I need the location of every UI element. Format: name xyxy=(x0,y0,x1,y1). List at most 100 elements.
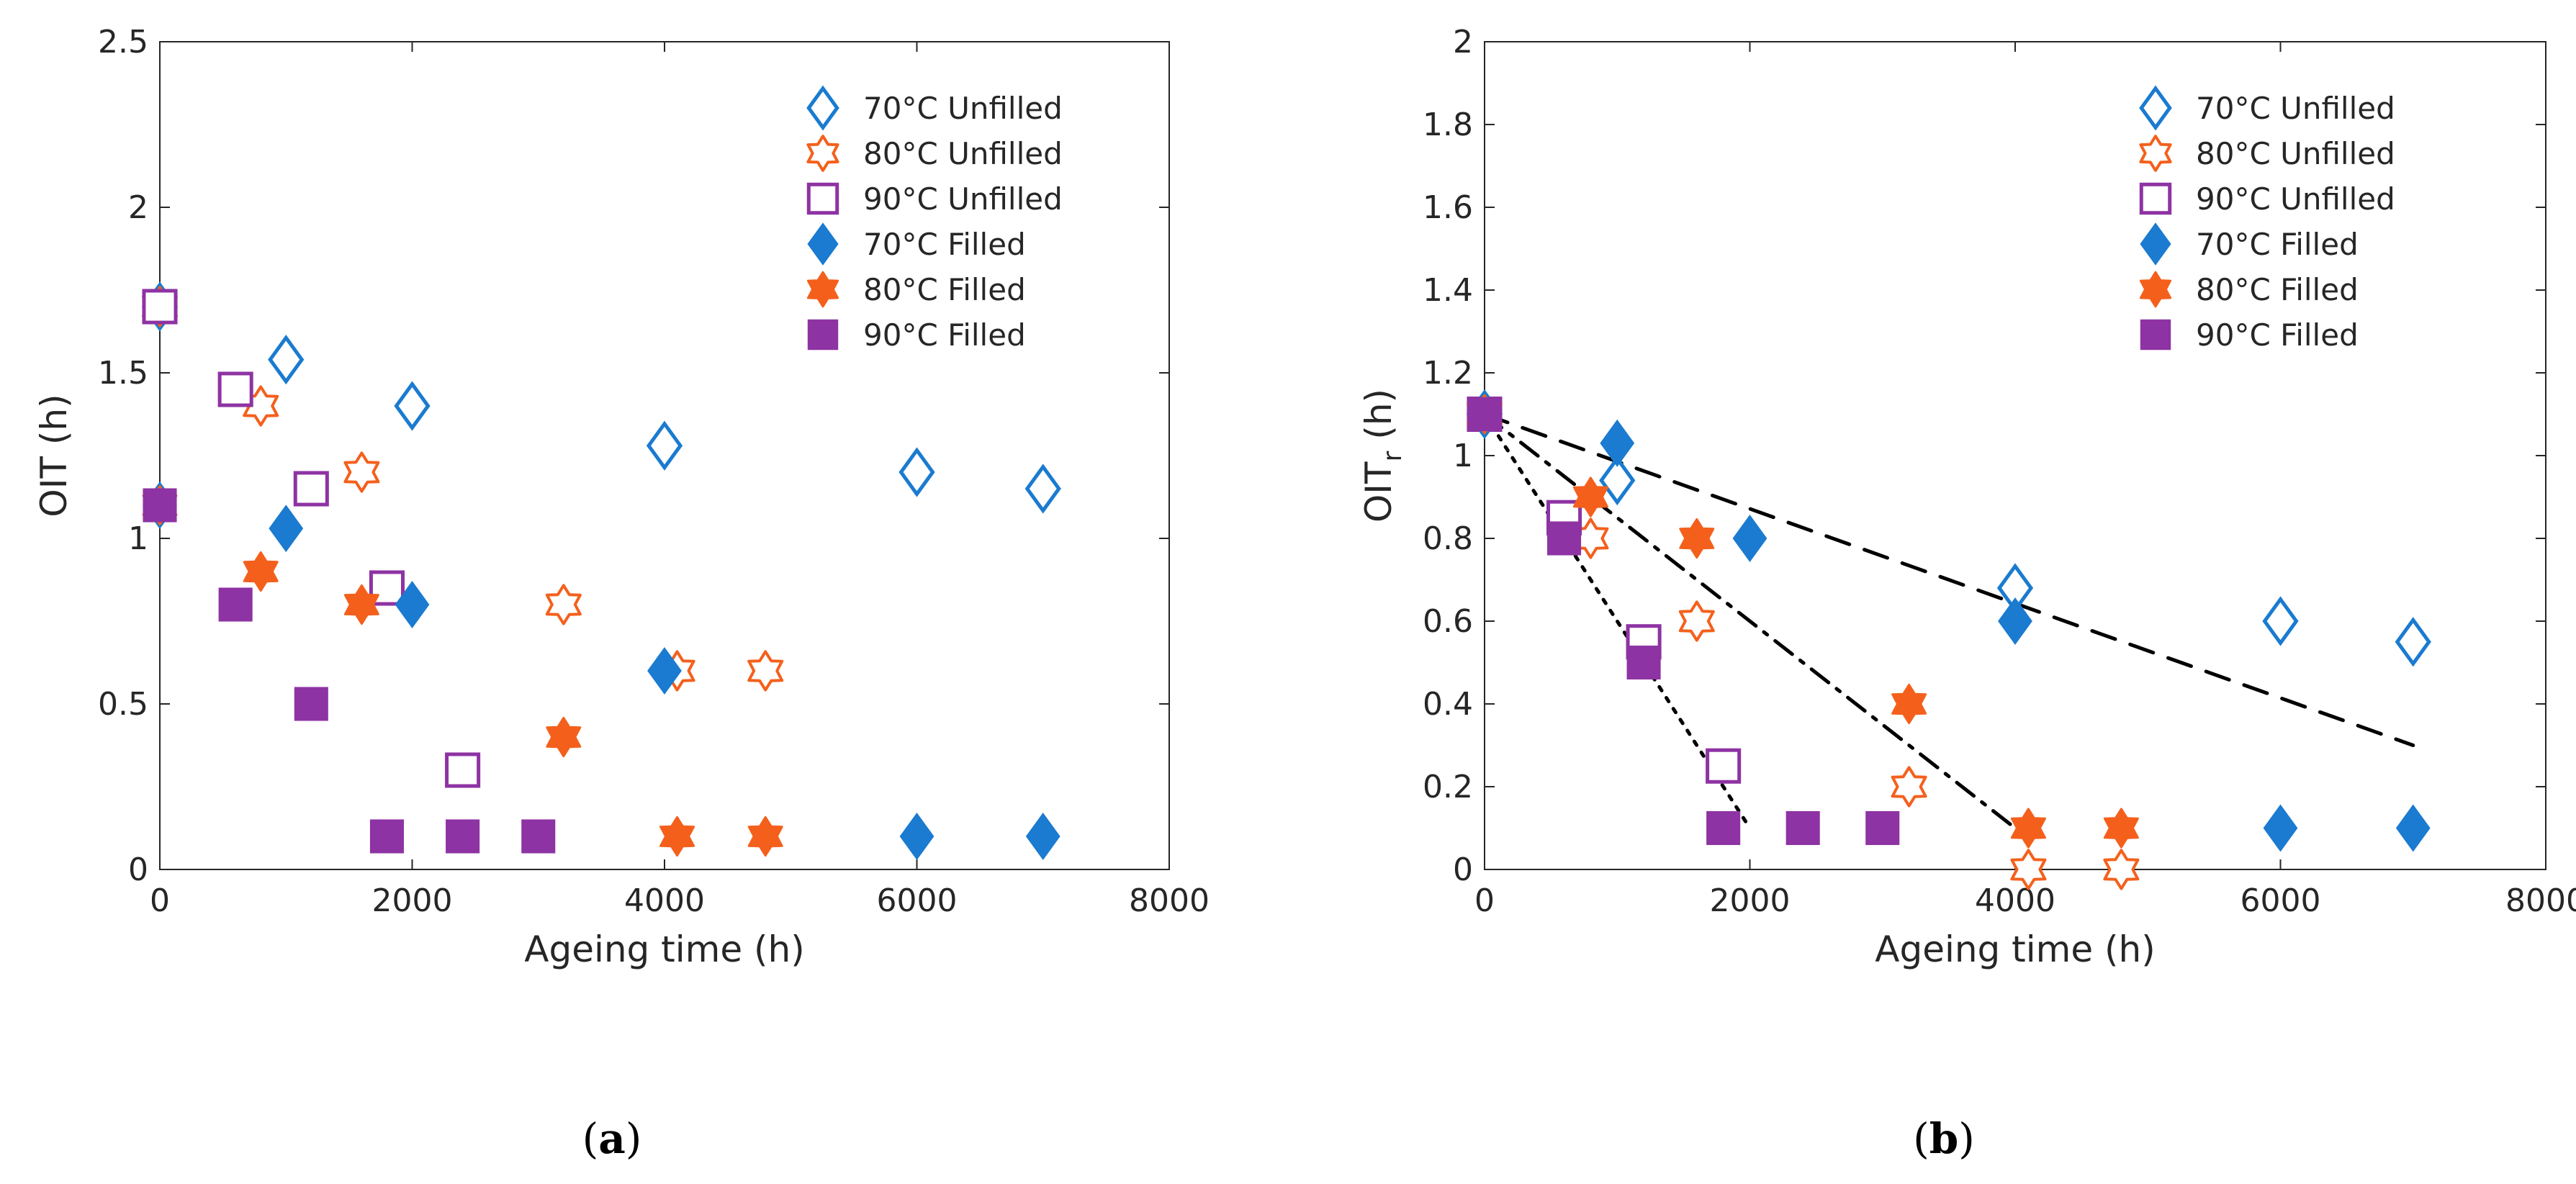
data-point xyxy=(2103,808,2139,849)
x-axis-label: Ageing time (h) xyxy=(1875,928,2155,970)
data-point xyxy=(1626,645,1661,680)
legend-marker-90c-unfilled xyxy=(806,182,839,215)
legend-marker-90c-filled xyxy=(807,319,839,351)
data-point xyxy=(143,488,177,523)
legend-label: 90°C Filled xyxy=(863,317,1026,353)
x-tick-label: 6000 xyxy=(2241,882,2321,919)
panel-caption: (a) xyxy=(582,1114,642,1163)
data-point xyxy=(2263,804,2298,852)
data-point xyxy=(218,587,253,622)
data-point xyxy=(1600,419,1635,467)
data-point xyxy=(1024,464,1061,514)
legend-marker-80c-unfilled xyxy=(2139,135,2172,172)
series-90c-unfilled xyxy=(142,289,481,788)
data-point xyxy=(1025,813,1060,860)
data-point xyxy=(1732,515,1767,562)
y-tick-label: 1 xyxy=(1453,438,1473,474)
data-point xyxy=(1599,455,1636,506)
legend-label: 70°C Filled xyxy=(2196,227,2359,262)
y-axis-label-suffix: (h) xyxy=(1358,389,1400,451)
data-point xyxy=(2010,808,2046,849)
data-point xyxy=(1706,748,1742,784)
data-point xyxy=(142,289,178,325)
data-point xyxy=(1998,597,2032,645)
data-point xyxy=(899,813,935,860)
data-point xyxy=(646,420,683,471)
data-point xyxy=(294,687,328,721)
data-point xyxy=(747,815,783,857)
legend-label: 90°C Filled xyxy=(2196,317,2359,353)
data-point xyxy=(521,819,556,854)
panel-b: 0 2000 4000 6000 8000 0 0.2 0.4 0.6 0.8 1 1.2 1.4 1.6… xyxy=(1358,24,2576,1163)
legend-marker-90c-filled xyxy=(2140,319,2171,351)
y-tick-label: 1.2 xyxy=(1423,355,1473,392)
y-tick-label: 1.4 xyxy=(1423,272,1473,309)
data-point xyxy=(1678,600,1715,642)
data-point xyxy=(1891,683,1927,725)
x-tick-label: 8000 xyxy=(1129,882,1210,919)
panel-a: 0 2000 4000 6000 8000 0 0.5 1 1.5 2 2.5 Ageing time… xyxy=(33,24,1210,1163)
data-point xyxy=(269,505,304,553)
data-point xyxy=(1572,476,1608,518)
y-tick-label: 1.5 xyxy=(98,355,148,392)
x-tick-label: 6000 xyxy=(877,882,958,919)
y-tick-label: 0.4 xyxy=(1423,686,1473,723)
data-point xyxy=(217,371,253,407)
series-70c-filled xyxy=(143,482,1060,860)
legend-label: 80°C Unfilled xyxy=(2196,136,2395,171)
y-axis-label: OITr (h) xyxy=(1358,389,1408,523)
x-tick-label: 2000 xyxy=(1710,882,1791,919)
panel-caption-letter: b xyxy=(1929,1114,1959,1163)
y-tick-label: 0.6 xyxy=(1423,603,1473,640)
y-tick-label: 1.8 xyxy=(1423,107,1473,143)
legend-marker-80c-filled xyxy=(2139,271,2172,308)
data-point xyxy=(293,471,329,507)
data-point xyxy=(343,451,380,493)
plot-area xyxy=(1484,41,2546,870)
y-tick-label: 2 xyxy=(128,189,148,226)
data-point xyxy=(243,551,279,592)
y-tick-label: 0.2 xyxy=(1423,769,1473,805)
x-tick-label: 8000 xyxy=(2505,882,2576,919)
legend-marker-70c-unfilled xyxy=(806,85,839,131)
x-tick-label: 4000 xyxy=(624,882,705,919)
data-point xyxy=(647,647,682,695)
legend-marker-70c-filled xyxy=(2140,222,2171,266)
data-point xyxy=(545,584,582,625)
data-point xyxy=(2262,596,2299,646)
series-90c-filled xyxy=(143,488,556,854)
y-tick-label: 0.8 xyxy=(1423,520,1473,557)
data-point xyxy=(1865,810,1900,846)
y-axis-label: OIT (h) xyxy=(33,394,75,517)
data-point xyxy=(268,334,305,385)
data-point xyxy=(1467,397,1502,432)
y-tick-label: 2 xyxy=(1453,24,1473,60)
data-point xyxy=(1785,810,1820,846)
panel-caption-letter: a xyxy=(598,1114,626,1163)
data-point xyxy=(2103,849,2140,890)
y-tick-label: 1 xyxy=(128,520,148,557)
legend-label: 70°C Unfilled xyxy=(863,91,1063,126)
trend-line-70c-trend xyxy=(1482,412,2415,747)
data-point xyxy=(659,815,695,857)
y-tick-label: 2.5 xyxy=(98,24,148,60)
legend-marker-70c-filled xyxy=(807,222,839,266)
legend-label: 70°C Unfilled xyxy=(2196,91,2395,126)
data-point xyxy=(2395,804,2431,852)
y-tick-label: 0 xyxy=(1453,851,1473,888)
panel-caption: (b) xyxy=(1913,1114,1975,1163)
data-point xyxy=(546,716,582,758)
legend-marker-80c-filled xyxy=(806,271,839,308)
x-tick-label: 4000 xyxy=(1975,882,2055,919)
data-point xyxy=(369,819,404,854)
legend-label: 80°C Filled xyxy=(2196,272,2359,307)
data-point xyxy=(395,581,430,628)
y-axis-label-subscript: r xyxy=(1378,451,1408,461)
legend-marker-90c-unfilled xyxy=(2139,182,2172,215)
trend-line-80c-trend xyxy=(1482,412,2017,830)
data-point xyxy=(394,381,431,431)
data-point xyxy=(2395,617,2431,667)
data-point xyxy=(747,650,784,692)
legend-label: 70°C Filled xyxy=(863,227,1026,262)
